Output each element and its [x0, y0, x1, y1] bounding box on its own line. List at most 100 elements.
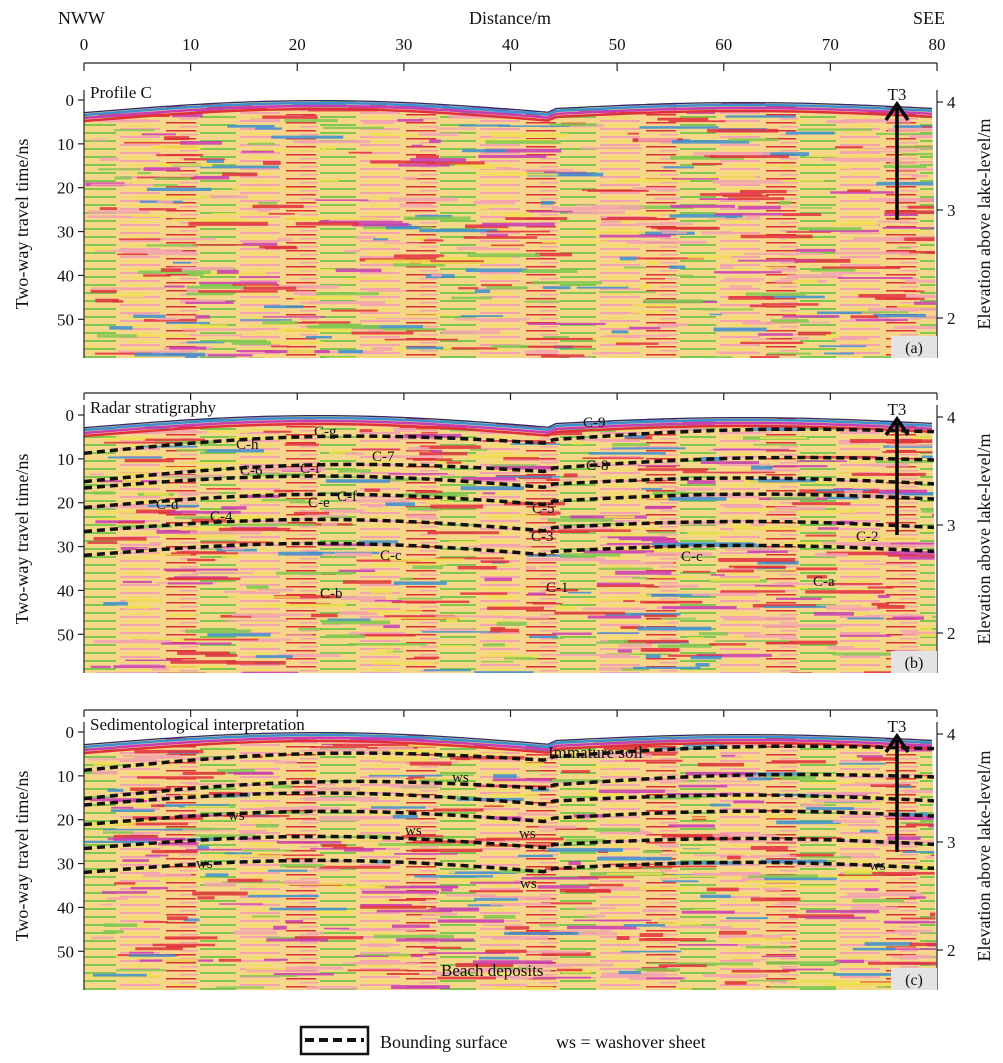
interpretation-label: Immature soil	[548, 743, 643, 762]
stratigraphy-label: C-f	[300, 461, 320, 477]
elevation-tick-label: 2	[947, 624, 956, 643]
distance-tick-label: 40	[502, 35, 519, 54]
stratigraphy-label: C-4	[210, 509, 233, 525]
distance-ticks: 0 10 20 30 40 50 60 70 80	[80, 35, 946, 71]
time-tick-label: 10	[57, 135, 74, 154]
distance-title: Distance/m	[469, 8, 551, 28]
time-tick-label: 30	[57, 538, 74, 557]
bounding-surface	[83, 858, 935, 875]
time-tick-label: 50	[57, 310, 74, 329]
panel-title: Profile C	[90, 83, 152, 102]
time-tick-label: 20	[57, 811, 74, 830]
radargram	[84, 732, 937, 990]
stratigraphy-label: C-g	[314, 424, 337, 440]
panel-badge: (a)	[891, 336, 937, 358]
top-axis: NWW Distance/m SEE 0 10 20 30 40 50 60 70 80	[58, 8, 946, 71]
stratigraphy-label: C-d	[156, 497, 179, 513]
panel-title: Radar stratigraphy	[90, 398, 217, 417]
stratigraphy-label: C-7	[372, 449, 395, 465]
time-tick-label: 50	[57, 942, 74, 961]
stratigraphy-label: C-1	[546, 580, 569, 596]
distance-tick-label: 10	[182, 35, 199, 54]
bounding-surface	[83, 492, 935, 510]
stratigraphy-label: C-3	[531, 529, 554, 545]
stratigraphy-label: C-8	[586, 458, 609, 474]
stratigraphy-label: C-a	[813, 574, 835, 590]
time-tick-label: 40	[57, 898, 74, 917]
right-axis-title: Elevation above lake-level/m	[974, 119, 994, 330]
bounding-surface	[83, 791, 935, 807]
elevation-tick-label: 2	[947, 941, 956, 960]
bounding-surface	[83, 541, 935, 558]
stratigraphy-label: C-c	[681, 549, 703, 565]
interpretation-label: ws	[405, 823, 422, 839]
time-tick-label: 30	[57, 855, 74, 874]
ws-definition-label: ws = washover sheet	[556, 1032, 706, 1052]
svg-text:T3: T3	[888, 400, 907, 419]
left-axis-title: Two-way travel time/ns	[12, 771, 32, 942]
time-tick-label: 10	[57, 450, 74, 469]
elevation-tick-label: 4	[947, 725, 956, 744]
elevation-tick-label: 3	[947, 201, 956, 220]
time-tick-label: 20	[57, 494, 74, 513]
time-tick-label: 0	[66, 723, 75, 742]
stratigraphy-label: C-6	[240, 463, 263, 479]
bounding-surface	[83, 474, 935, 490]
radargram	[84, 415, 937, 673]
stratigraphy-label: C-c	[380, 548, 402, 564]
elevation-tick-label: 4	[947, 93, 956, 112]
elevation-tick-label: 4	[947, 408, 956, 427]
t3-marker: T3	[884, 85, 910, 220]
stratigraphy-label: C-5	[532, 501, 555, 517]
distance-tick-label: 30	[395, 35, 412, 54]
bounding-surface	[83, 809, 935, 827]
left-axis-title: Two-way travel time/ns	[12, 454, 32, 625]
distance-tick-label: 70	[822, 35, 839, 54]
stratigraphy-label: C-e	[308, 495, 330, 511]
time-tick-label: 0	[66, 91, 75, 110]
stratigraphy-label: C-f	[337, 489, 357, 505]
right-axis-title: Elevation above lake-level/m	[974, 434, 994, 645]
distance-tick-label: 50	[609, 35, 626, 54]
panel-b: 0 10 20 30 40 50 4 3 2 Two-way travel time/ns Elev…	[12, 392, 994, 673]
distance-tick-label: 60	[715, 35, 732, 54]
time-tick-label: 40	[57, 266, 74, 285]
time-tick-label: 0	[66, 406, 75, 425]
interpretation-label: ws	[869, 858, 886, 874]
time-tick-label: 50	[57, 625, 74, 644]
time-tick-label: 10	[57, 767, 74, 786]
panel-c: 0 10 20 30 40 50 4 3 2 Two-way travel time/ns Elev…	[12, 709, 994, 990]
panel-badge: (c)	[891, 968, 937, 990]
elevation-tick-label: 3	[947, 516, 956, 535]
elevation-tick-label: 2	[947, 309, 956, 328]
bounding-surface	[83, 834, 935, 851]
svg-text:T3: T3	[888, 85, 907, 104]
svg-text:(a): (a)	[905, 340, 923, 357]
interpretation-label: Beach deposits	[441, 961, 543, 980]
left-axis-title: Two-way travel time/ns	[12, 139, 32, 310]
time-tick-label: 20	[57, 179, 74, 198]
right-end-label: SEE	[913, 8, 945, 28]
stratigraphy-label: C-b	[320, 586, 343, 602]
stratigraphy-label: C-9	[583, 415, 606, 431]
left-end-label: NWW	[58, 8, 105, 28]
panel-title: Sedimentological interpretation	[90, 715, 305, 734]
distance-tick-label: 20	[289, 35, 306, 54]
elevation-tick-label: 3	[947, 833, 956, 852]
panel-badge: (b)	[891, 651, 937, 673]
legend: Bounding surface ws = washover sheet	[299, 1025, 706, 1056]
distance-tick-label: 0	[80, 35, 89, 54]
svg-text:(b): (b)	[905, 655, 924, 672]
panel-a: 0 10 20 30 40 50 4 3 2 Two-way travel time/ns Elev…	[12, 83, 994, 359]
time-tick-label: 30	[57, 223, 74, 242]
svg-text:T3: T3	[888, 717, 907, 736]
right-axis-title: Elevation above lake-level/m	[974, 751, 994, 962]
interpretation-label: ws	[520, 876, 537, 892]
bounding-surface	[83, 517, 935, 534]
radargram	[84, 100, 937, 359]
interpretation-label: ws	[228, 808, 245, 824]
time-tick-label: 40	[57, 581, 74, 600]
stratigraphy-label: C-h	[236, 437, 259, 453]
